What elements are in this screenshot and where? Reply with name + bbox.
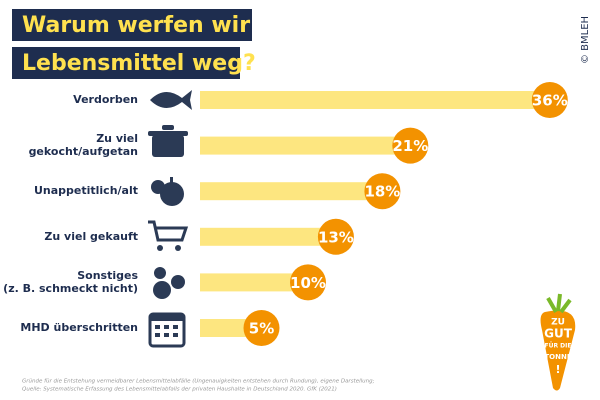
category-label: Zu viel gekocht/aufgetan (29, 132, 138, 158)
value-badge (364, 173, 401, 210)
category-label: Zu viel gekauft (44, 230, 138, 243)
logo-text: FÜR DIE (545, 343, 572, 350)
copyright: © BMLEH (580, 16, 591, 64)
value-label: 10% (290, 274, 326, 292)
logo-text: TONNE (544, 353, 571, 361)
note: Quelle: Systematische Erfassung des Lebe… (22, 387, 337, 393)
logo-text: ZU (551, 318, 565, 328)
bar (200, 227, 336, 246)
logo-leaves (546, 293, 572, 314)
value-badge (531, 82, 568, 118)
title-box (12, 9, 252, 41)
bar (200, 182, 383, 201)
category-label: Verdorben (73, 93, 138, 106)
value-badge (290, 264, 326, 301)
category-label: MHD überschritten (20, 321, 138, 334)
logo-text: GUT (544, 327, 573, 341)
category-label: Sonstiges (z. B. schmeckt nicht) (3, 269, 138, 295)
value-label: 36% (532, 92, 568, 110)
logo-carrot (540, 310, 576, 391)
value-label: 5% (249, 320, 274, 338)
chart-title: Warum werfen wir (22, 13, 250, 38)
value-badge (392, 127, 429, 164)
title-box (12, 47, 240, 79)
bar (200, 91, 550, 109)
bar (200, 273, 308, 292)
note: Gründe für die Entstehung vermeidbarer L… (22, 379, 375, 385)
logo-text: ! (555, 363, 560, 376)
value-badge (243, 310, 280, 346)
bar (200, 136, 411, 155)
value-label: 13% (318, 228, 354, 246)
value-badge (317, 218, 354, 255)
chart-title: Lebensmittel weg? (22, 51, 256, 76)
value-label: 18% (364, 183, 400, 201)
category-label: Unappetitlich/alt (34, 184, 138, 197)
icons (148, 90, 192, 348)
value-label: 21% (392, 137, 428, 155)
